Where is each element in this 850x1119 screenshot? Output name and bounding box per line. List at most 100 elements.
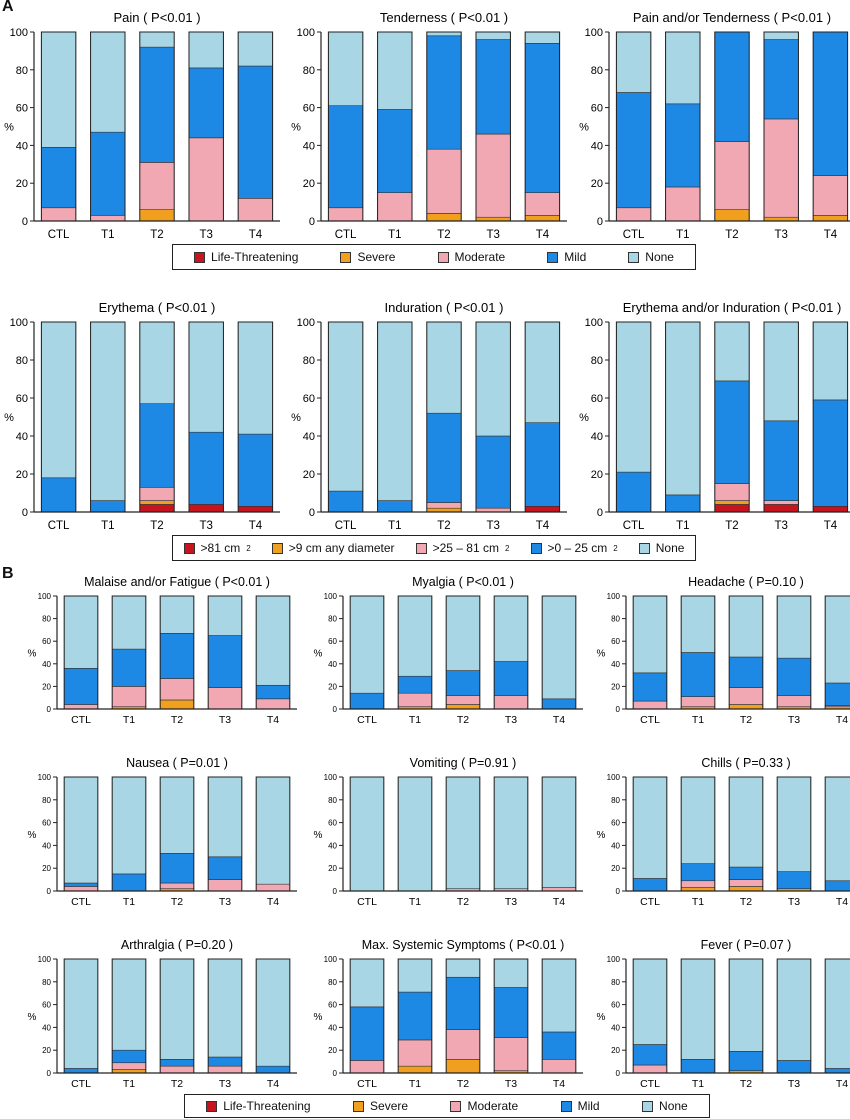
y-tick-label: 20 <box>42 682 51 691</box>
y-tick-label: 20 <box>16 469 28 481</box>
bar-segment-ctl-moderate <box>63 886 99 892</box>
y-tick-label: 0 <box>597 216 603 228</box>
x-tick-label: T1 <box>692 1078 704 1090</box>
bar-segment-t3-mild <box>763 420 799 501</box>
legend-label: Moderate <box>454 250 506 264</box>
bar-segment-ctl-mild <box>632 878 668 892</box>
bar-segment-t4-moderate <box>812 175 848 216</box>
x-tick-label: T4 <box>267 896 279 908</box>
bar-segment-t4-life <box>812 505 848 513</box>
y-tick-label: 100 <box>607 955 621 964</box>
x-tick-label: CTL <box>357 896 377 908</box>
bar-segment-t3-none <box>763 321 799 422</box>
bar-segment-t4-none <box>255 958 291 1067</box>
bar-segment-t2-severe <box>728 704 764 710</box>
y-axis-label: % <box>291 122 301 134</box>
bar-segment-t3-mild <box>188 67 224 139</box>
bar-segment-t3-none <box>763 31 799 40</box>
bar-segment-t3-mild <box>188 431 224 505</box>
y-tick-label: 20 <box>611 682 620 691</box>
bar-segment-t2-none <box>159 958 195 1060</box>
bar-segment-t2-severe <box>714 209 750 222</box>
bar-segment-t1-moderate <box>90 215 126 222</box>
bar-segment-t4-mild <box>255 1065 291 1074</box>
bar-segment-t3-mild <box>207 856 243 880</box>
bar-segment-ctl-mild <box>63 1068 99 1074</box>
bar-segment-t3-mild <box>475 39 511 135</box>
y-axis-label: % <box>579 412 589 424</box>
y-axis-label: % <box>28 1012 37 1023</box>
bar-segment-t3-mild <box>763 39 799 120</box>
x-tick-label: T2 <box>171 1078 183 1090</box>
bar-segment-ctl-none <box>349 595 385 694</box>
y-axis-label: % <box>314 649 323 660</box>
y-tick-label: 0 <box>616 887 621 896</box>
chart-7: Malaise and/or Fatigue ( P<0.01 )% 0 20 40 6… <box>28 575 297 726</box>
chart-4: Erythema ( P<0.01 )% 0 20 40 60 80 100 CTL T1 T2 T… <box>4 300 280 532</box>
chart-13: Arthralgia ( P=0.20 )% 0 20 40 60 80 100 CTL T1 T… <box>28 938 297 1090</box>
y-tick-label: 100 <box>10 317 28 329</box>
bar-segment-ctl-mild <box>632 1044 668 1066</box>
bar-segment-t1-mild <box>377 500 413 513</box>
x-tick-label: T2 <box>457 896 469 908</box>
chart-6: Erythema and/or Induration ( P<0.01 )% 0 2… <box>579 300 850 532</box>
legend-local-symptoms: Life-Threatening Severe Moderate Mild None <box>172 244 696 270</box>
bar-segment-t1-none <box>397 595 433 677</box>
y-tick-label: 80 <box>16 355 28 367</box>
legend-swatch-moderate <box>415 542 427 554</box>
x-tick-label: T2 <box>725 520 738 532</box>
bar-segment-t2-none <box>728 776 764 868</box>
bar-segment-t1-none <box>377 321 413 501</box>
x-tick-label: T4 <box>824 520 838 532</box>
x-tick-label: CTL <box>335 229 357 241</box>
y-tick-label: 60 <box>42 1001 51 1010</box>
x-tick-label: T1 <box>409 896 421 908</box>
bar-segment-t1-none <box>665 31 701 105</box>
chart-title: Erythema ( P<0.01 ) <box>99 300 216 315</box>
bar-segment-t2-mild <box>728 866 764 880</box>
x-tick-label: T3 <box>199 520 212 532</box>
bar-segment-t3-mild <box>776 1060 812 1074</box>
bar-segment-t3-none <box>493 958 529 988</box>
bar-segment-t2-none <box>728 595 764 658</box>
bar-segment-t2-none <box>728 958 764 1052</box>
legend-label: Moderate <box>467 1099 519 1113</box>
bar-segment-t4-moderate <box>237 198 273 222</box>
bar-segment-t2-moderate <box>139 162 175 210</box>
bar-segment-ctl-none <box>328 321 364 492</box>
x-tick-label: T2 <box>457 714 469 726</box>
bar-segment-t4-none <box>237 31 273 67</box>
bar-segment-t1-moderate <box>111 686 147 708</box>
bar-segment-t1-none <box>90 31 126 133</box>
bar-segment-t2-moderate <box>445 1029 481 1060</box>
x-tick-label: T1 <box>409 714 421 726</box>
bar-segment-t3-mild <box>207 635 243 688</box>
bar-segment-t4-none <box>237 321 273 435</box>
legend-swatch-life <box>183 542 195 554</box>
bar-segment-t2-moderate <box>445 695 481 705</box>
bar-segment-t3-mild <box>475 435 511 509</box>
y-tick-label: 80 <box>591 355 603 367</box>
y-tick-label: 100 <box>324 773 338 782</box>
y-tick-label: 40 <box>303 431 315 443</box>
bar-segment-t4-mild <box>524 422 560 507</box>
x-tick-label: T4 <box>553 896 565 908</box>
y-tick-label: 100 <box>38 955 52 964</box>
bar-segment-t1-moderate <box>397 1039 433 1067</box>
y-tick-label: 60 <box>42 637 51 646</box>
bar-segment-t1-mild <box>111 873 147 892</box>
bar-segment-t4-none <box>812 321 848 401</box>
y-tick-label: 20 <box>328 1046 337 1055</box>
x-tick-label: T4 <box>824 229 838 241</box>
x-tick-label: T1 <box>101 520 114 532</box>
bar-segment-t1-mild <box>397 675 433 694</box>
bar-segment-ctl-moderate <box>616 207 652 222</box>
y-axis-label: % <box>597 1012 606 1023</box>
bar-segment-t3-none <box>207 595 243 636</box>
chart-title: Arthralgia ( P=0.20 ) <box>121 938 233 952</box>
bar-segment-t3-moderate <box>207 1065 243 1074</box>
bar-segment-t2-mild <box>159 632 195 679</box>
bar-segment-ctl-none <box>349 776 385 892</box>
y-tick-label: 80 <box>328 615 337 624</box>
